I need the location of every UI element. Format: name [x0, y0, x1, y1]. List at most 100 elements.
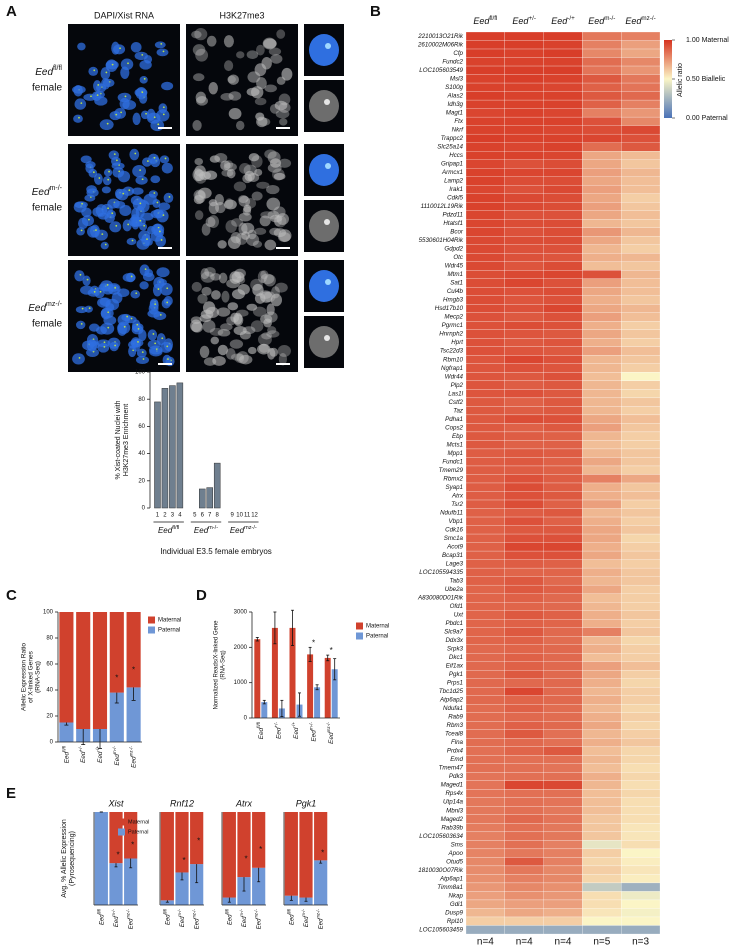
row-label: Uxt — [454, 612, 464, 619]
genotype: mz-/- — [326, 722, 331, 733]
nucleus — [221, 290, 230, 303]
y-tick-label: 0 — [244, 716, 248, 722]
heatmap-cell — [582, 584, 622, 594]
heatmap-cell — [543, 261, 583, 271]
heatmap-cell — [582, 516, 622, 526]
x-tick-label: 3 — [171, 513, 175, 519]
row-label: Hprt — [451, 339, 463, 346]
heatmap-cell — [621, 542, 661, 552]
heatmap-cell — [504, 185, 544, 194]
inset-signal — [325, 43, 331, 49]
nucleus — [74, 270, 85, 282]
genotype: mz-/- — [191, 908, 196, 918]
heatmap-cell — [465, 91, 505, 101]
heatmap-cell — [504, 82, 544, 92]
heatmap-cell — [465, 193, 505, 203]
xist-signal — [107, 326, 110, 329]
heatmap-cell — [504, 874, 544, 884]
heatmap-cell — [543, 329, 583, 339]
heatmap-cell — [504, 576, 544, 586]
nucleus — [252, 283, 264, 297]
nucleus — [278, 158, 292, 168]
heatmap-cell — [621, 746, 661, 756]
heatmap-cell — [504, 789, 544, 798]
nucleus — [229, 339, 244, 349]
row-label: Idh3g — [448, 101, 464, 108]
heatmap-cell — [621, 406, 661, 416]
heatmap-cell — [582, 602, 622, 611]
nucleus — [248, 153, 260, 162]
genotype-label: Eedfl/fl — [35, 65, 62, 77]
heatmap-cell — [465, 236, 505, 245]
xist-signal — [86, 278, 89, 281]
nucleus — [97, 212, 109, 220]
row-label: Dkc1 — [449, 654, 463, 661]
nucleus — [220, 92, 234, 101]
nucleus — [93, 80, 102, 92]
row-label: A830080D01Rik — [417, 595, 464, 602]
heatmap-cell — [504, 516, 544, 526]
heatmap-cell — [504, 253, 544, 262]
nucleus — [225, 220, 237, 233]
heatmap-cell — [465, 916, 505, 926]
nucleus — [195, 190, 206, 204]
heatmap-cell — [465, 304, 505, 313]
heatmap-cell — [543, 414, 583, 424]
heatmap-cell — [504, 763, 544, 773]
heatmap-cell — [465, 125, 505, 135]
y-axis-label: (RNA-Seq) — [35, 661, 42, 693]
heatmap-cell — [582, 397, 622, 407]
nucleus — [130, 338, 144, 348]
panel-letter: C — [6, 587, 17, 604]
heatmap-cell — [504, 380, 544, 390]
inset-nucleus — [309, 90, 339, 122]
heatmap-cell — [582, 329, 622, 339]
heatmap-cell — [504, 474, 544, 484]
heatmap-cell — [621, 270, 661, 279]
row-label: Ddx3x — [445, 637, 463, 644]
y-tick-label: 60 — [138, 424, 145, 430]
y-axis-label: (RNA-Seq) — [221, 650, 227, 679]
heatmap-cell — [465, 482, 505, 492]
nucleus — [247, 229, 257, 240]
nucleus — [91, 91, 102, 101]
nucleus — [238, 222, 248, 236]
gene-name: Eed — [63, 751, 70, 763]
legend-swatch — [148, 626, 155, 634]
heatmap-cell — [543, 780, 583, 790]
heatmap-cell — [582, 261, 622, 271]
heatmap-cell — [543, 831, 583, 841]
heatmap-cell — [621, 482, 661, 492]
heatmap-cell — [621, 499, 661, 509]
nucleus — [100, 280, 114, 292]
genotype-label: Eedfl/fl — [158, 525, 179, 535]
heatmap-cell — [621, 40, 661, 50]
column-count: n=3 — [632, 937, 649, 948]
heatmap-cell — [621, 814, 661, 824]
heatmap-cell — [465, 627, 505, 637]
heatmap-cell — [504, 219, 544, 228]
xist-signal — [114, 286, 117, 289]
heatmap-cell — [465, 755, 505, 764]
nucleus — [156, 278, 167, 286]
bar-segment — [109, 863, 123, 905]
nucleus — [155, 234, 166, 247]
heatmap-cell — [621, 219, 661, 228]
xist-signal — [164, 157, 167, 160]
heatmap-cell — [543, 908, 583, 918]
nucleus — [72, 85, 86, 94]
xist-signal — [145, 112, 147, 115]
xist-signal — [162, 214, 165, 216]
heatmap-cell — [504, 406, 544, 416]
heatmap-cell — [582, 491, 622, 501]
nucleus — [160, 341, 173, 353]
gene-name: Eed — [32, 187, 50, 198]
heatmap-cell — [582, 312, 622, 322]
heatmap-cell — [543, 874, 583, 884]
heatmap-cell — [504, 355, 544, 364]
nucleus — [86, 185, 97, 194]
colorbar-title: Allelic ratio — [677, 63, 684, 97]
column-count: n=4 — [555, 937, 572, 948]
xist-signal — [78, 116, 80, 119]
xist-signal — [127, 62, 129, 65]
